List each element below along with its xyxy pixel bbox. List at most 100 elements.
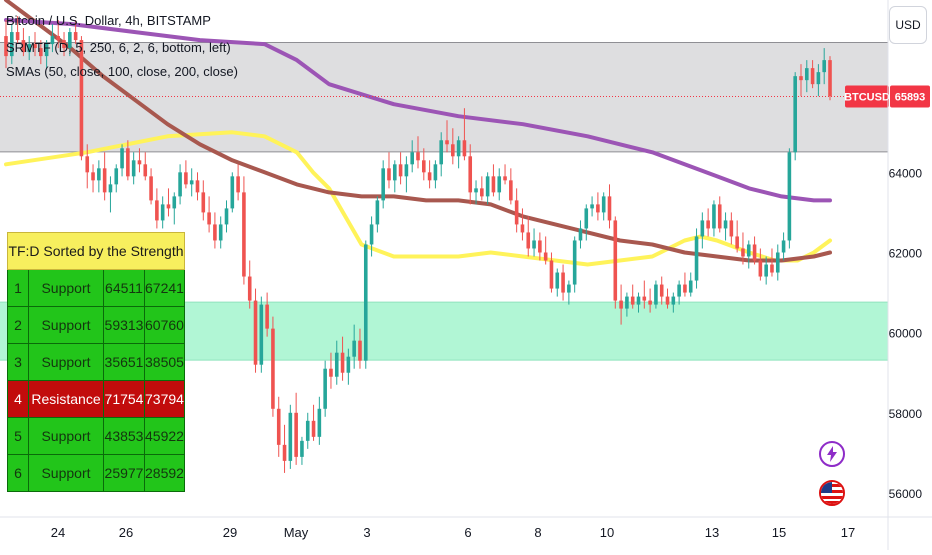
row-high: 73794 xyxy=(144,380,185,418)
row-low: 35651 xyxy=(103,343,145,381)
y-tick-label: 62000 xyxy=(889,246,923,260)
y-tick-label: 60000 xyxy=(889,327,923,341)
legend-indicator-smas[interactable]: SMAs (50, close, 100, close, 200, close) xyxy=(6,64,238,79)
candle-body xyxy=(392,164,397,181)
legend-indicator-srmtf[interactable]: SRMTF (D, 5, 250, 6, 2, 6, bottom, left) xyxy=(6,40,231,55)
candle-body xyxy=(230,176,235,209)
candle-body xyxy=(775,252,780,273)
candle-body xyxy=(62,40,66,49)
candle-body xyxy=(85,156,90,173)
candle-body xyxy=(300,440,304,457)
candle-body xyxy=(108,184,113,193)
candle-body xyxy=(445,140,449,145)
candle-body xyxy=(160,204,165,221)
candle-body xyxy=(143,164,148,177)
candle-body xyxy=(387,168,391,181)
y-tick-label: 58000 xyxy=(889,407,923,421)
candle-body xyxy=(201,192,206,213)
x-tick-label: May xyxy=(284,525,309,540)
candle-body xyxy=(497,176,502,193)
candle-body xyxy=(451,144,455,157)
row-index: 5 xyxy=(7,417,29,455)
candle-body xyxy=(491,176,496,193)
candle-body xyxy=(404,164,409,177)
candle-body xyxy=(363,244,368,361)
table-row: 3 Support 35651 38505 xyxy=(7,343,185,381)
candle-body xyxy=(340,352,345,373)
candle-body xyxy=(758,260,763,277)
candle-body xyxy=(155,200,159,221)
candle-body xyxy=(555,272,560,289)
currency-button[interactable]: USD xyxy=(889,6,927,44)
candle-body xyxy=(596,204,600,213)
candle-body xyxy=(648,300,652,305)
candle-body xyxy=(816,72,821,85)
candle-body xyxy=(735,236,739,249)
candle-body xyxy=(259,304,264,365)
candle-body xyxy=(654,284,658,305)
candle-body xyxy=(520,224,525,233)
candle-body xyxy=(189,180,194,185)
x-tick-label: 17 xyxy=(841,525,855,540)
candle-body xyxy=(358,340,362,361)
candle-body xyxy=(822,60,826,73)
candle-body xyxy=(79,40,84,157)
candle-body xyxy=(717,204,722,229)
x-tick-label: 8 xyxy=(534,525,541,540)
candle-body xyxy=(799,76,803,81)
candle-body xyxy=(288,412,293,461)
legend-symbol[interactable]: Bitcoin / U.S. Dollar, 4h, BITSTAMP xyxy=(6,13,211,28)
candle-body xyxy=(688,280,693,293)
candle-body xyxy=(27,44,32,53)
candle-body xyxy=(514,200,519,225)
candle-body xyxy=(398,164,403,177)
candle-body xyxy=(265,304,269,329)
candle-body xyxy=(311,420,316,437)
candle-body xyxy=(114,168,119,185)
candle-body xyxy=(329,368,333,377)
candle-body xyxy=(317,408,322,437)
candle-body xyxy=(532,240,536,249)
candle-body xyxy=(543,252,548,261)
table-row: 5 Support 43853 45922 xyxy=(7,417,185,455)
x-tick-label: 13 xyxy=(705,525,719,540)
candle-body xyxy=(480,188,484,197)
row-high: 60760 xyxy=(144,306,185,344)
candle-body xyxy=(126,148,130,177)
candle-body xyxy=(21,40,26,53)
candle-body xyxy=(642,296,647,301)
candle-body xyxy=(694,236,699,281)
y-tick-label: 64000 xyxy=(889,166,923,180)
candle-body xyxy=(282,444,287,461)
candle-body xyxy=(752,244,757,261)
us-flag-icon[interactable] xyxy=(819,480,845,506)
candle-body xyxy=(723,220,728,229)
candle-body xyxy=(630,296,635,305)
candle-body xyxy=(39,48,43,57)
row-index: 6 xyxy=(7,454,29,492)
row-low: 64511 xyxy=(103,269,145,307)
row-type: Resistance xyxy=(28,380,104,418)
row-low: 25977 xyxy=(103,454,145,492)
candle-body xyxy=(746,244,751,257)
x-tick-label: 6 xyxy=(464,525,471,540)
table-header-row: TF:D Sorted by the Strength xyxy=(7,232,185,270)
candle-body xyxy=(97,168,101,181)
candle-body xyxy=(503,176,507,181)
x-tick-label: 3 xyxy=(363,525,370,540)
candle-body xyxy=(538,240,542,253)
candle-body xyxy=(729,220,734,237)
candle-body xyxy=(352,340,356,357)
row-high: 28592 xyxy=(144,454,185,492)
candle-body xyxy=(276,408,281,445)
candle-body xyxy=(50,36,55,45)
candle-body xyxy=(253,300,258,365)
candle-body xyxy=(242,192,246,277)
candle-body xyxy=(572,240,577,285)
candle-body xyxy=(671,296,676,305)
candle-body xyxy=(137,160,142,165)
candle-body xyxy=(787,152,792,241)
lightning-icon[interactable] xyxy=(819,441,845,467)
candle-body xyxy=(56,36,61,41)
